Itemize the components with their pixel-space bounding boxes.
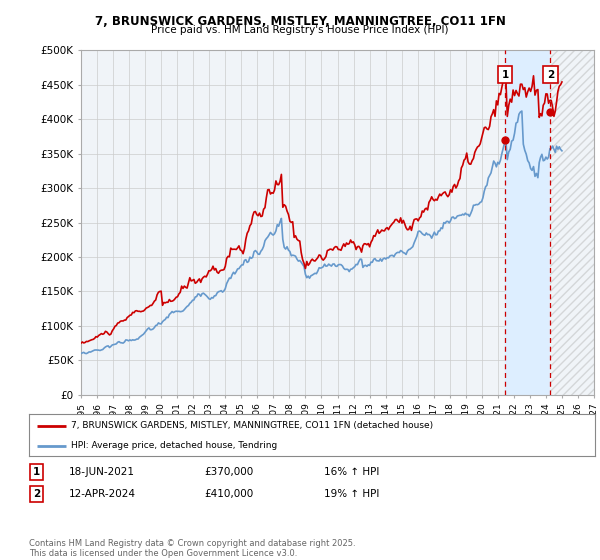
- Text: 1: 1: [502, 69, 509, 80]
- Bar: [550, 50, 594, 395]
- Text: 2: 2: [33, 489, 40, 499]
- Text: 2: 2: [547, 69, 554, 80]
- Text: 1: 1: [33, 467, 40, 477]
- Text: 7, BRUNSWICK GARDENS, MISTLEY, MANNINGTREE, CO11 1FN (detached house): 7, BRUNSWICK GARDENS, MISTLEY, MANNINGTR…: [71, 421, 433, 430]
- Text: 18-JUN-2021: 18-JUN-2021: [69, 467, 135, 477]
- Text: 19% ↑ HPI: 19% ↑ HPI: [324, 489, 379, 499]
- Text: Price paid vs. HM Land Registry's House Price Index (HPI): Price paid vs. HM Land Registry's House …: [151, 25, 449, 35]
- Text: HPI: Average price, detached house, Tendring: HPI: Average price, detached house, Tend…: [71, 441, 278, 450]
- Bar: [505, 50, 550, 395]
- Text: £410,000: £410,000: [204, 489, 253, 499]
- Text: 16% ↑ HPI: 16% ↑ HPI: [324, 467, 379, 477]
- Bar: [550, 50, 594, 395]
- Text: 7, BRUNSWICK GARDENS, MISTLEY, MANNINGTREE, CO11 1FN: 7, BRUNSWICK GARDENS, MISTLEY, MANNINGTR…: [95, 15, 505, 27]
- Text: £370,000: £370,000: [204, 467, 253, 477]
- Text: Contains HM Land Registry data © Crown copyright and database right 2025.
This d: Contains HM Land Registry data © Crown c…: [29, 539, 355, 558]
- Text: 12-APR-2024: 12-APR-2024: [69, 489, 136, 499]
